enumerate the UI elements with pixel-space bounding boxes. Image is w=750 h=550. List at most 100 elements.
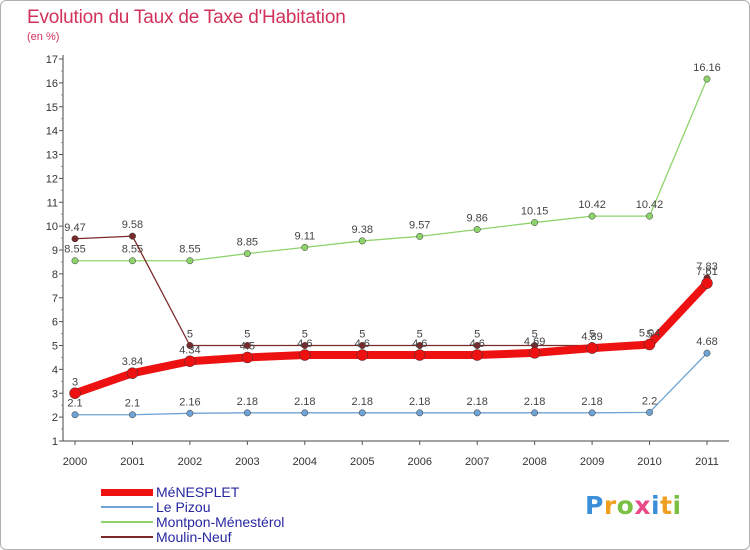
legend-label-le-pizou: Le Pizou <box>156 499 211 515</box>
data-point-montpon-m-nest-rol <box>703 75 711 83</box>
data-label-m-nesplet: 4.6 <box>470 338 485 350</box>
data-point-le-pizou <box>71 411 79 419</box>
data-label-m-nesplet: 4.5 <box>240 340 255 352</box>
y-tick-label: 7 <box>52 293 58 305</box>
data-label-moulin-neuf: 5 <box>302 329 308 341</box>
y-tick-label: 6 <box>52 317 58 329</box>
y-tick-label: 8 <box>52 269 58 281</box>
proxiti-logo[interactable]: Proxiti <box>585 491 682 520</box>
data-label-moulin-neuf: 5 <box>532 329 538 341</box>
data-point-m-nesplet <box>471 349 483 361</box>
data-label-montpon-m-nest-rol: 10.15 <box>521 206 549 218</box>
y-tick-label: 11 <box>47 197 58 209</box>
data-label-le-pizou: 2.18 <box>237 396 258 408</box>
data-label-m-nesplet: 4.6 <box>297 338 312 350</box>
legend-swatch-le-pizou <box>101 506 153 508</box>
y-tick-label: 14 <box>46 126 58 138</box>
data-label-montpon-m-nest-rol: 10.42 <box>578 199 606 211</box>
series-line-montpon-m-nest-rol <box>74 78 708 262</box>
x-tick-label: 2001 <box>120 456 144 468</box>
data-label-moulin-neuf: 9.47 <box>64 222 85 234</box>
data-label-le-pizou: 4.68 <box>696 336 717 348</box>
logo-letter: i <box>651 491 661 520</box>
chart-subtitle: (en %) <box>27 31 60 43</box>
y-tick-label: 16 <box>46 78 58 90</box>
data-label-moulin-neuf: 5 <box>474 329 480 341</box>
data-point-m-nesplet <box>701 277 713 289</box>
data-point-m-nesplet <box>586 342 598 354</box>
data-label-moulin-neuf: 5 <box>589 329 595 341</box>
data-point-moulin-neuf <box>243 342 251 349</box>
x-tick-label: 2006 <box>407 456 431 468</box>
data-point-le-pizou <box>703 349 711 357</box>
series-line-moulin-neuf <box>74 235 708 347</box>
x-tick-label: 2004 <box>293 456 317 468</box>
legend-swatch-menesplet <box>101 489 153 496</box>
logo-letter: t <box>660 491 673 520</box>
x-tick-label: 2002 <box>178 456 202 468</box>
data-point-le-pizou <box>473 409 481 417</box>
x-tick-label: 2007 <box>465 456 489 468</box>
legend-item-menesplet[interactable]: MéNESPLET <box>101 485 361 500</box>
data-point-m-nesplet <box>413 349 426 361</box>
chart-legend: MéNESPLET Le Pizou Montpon-Ménestérol Mo… <box>101 485 361 545</box>
data-point-moulin-neuf <box>301 342 309 349</box>
data-point-montpon-m-nest-rol <box>129 257 136 265</box>
data-label-moulin-neuf: 5 <box>187 329 193 341</box>
logo-letter: o <box>616 491 635 520</box>
x-tick-label: 2003 <box>235 456 259 468</box>
data-label-le-pizou: 2.1 <box>125 398 140 410</box>
data-label-le-pizou: 2.2 <box>642 395 657 407</box>
data-point-montpon-m-nest-rol <box>416 232 424 240</box>
y-tick-label: 13 <box>46 150 58 162</box>
data-point-moulin-neuf <box>358 342 366 349</box>
data-point-montpon-m-nest-rol <box>186 257 194 265</box>
data-point-montpon-m-nest-rol <box>531 219 539 226</box>
y-tick-label: 3 <box>52 388 58 400</box>
y-tick-label: 5 <box>52 341 58 353</box>
data-label-moulin-neuf: 7.83 <box>696 261 717 273</box>
data-label-montpon-m-nest-rol: 9.86 <box>466 212 487 224</box>
data-label-m-nesplet: 4.69 <box>524 336 545 348</box>
y-tick-label: 15 <box>46 102 58 114</box>
data-point-m-nesplet <box>528 347 541 359</box>
data-label-le-pizou: 2.16 <box>179 396 200 408</box>
data-point-m-nesplet <box>356 349 369 361</box>
data-label-moulin-neuf: 9.58 <box>122 219 143 231</box>
x-tick-label: 2000 <box>63 456 87 468</box>
data-label-m-nesplet: 5.04 <box>639 328 660 340</box>
y-tick-label: 10 <box>46 221 58 233</box>
data-label-le-pizou: 2.1 <box>67 398 82 410</box>
legend-item-montpon[interactable]: Montpon-Ménestérol <box>101 515 361 530</box>
logo-letter: x <box>634 491 651 520</box>
data-point-m-nesplet <box>643 338 656 351</box>
data-point-moulin-neuf <box>473 342 481 349</box>
data-label-le-pizou: 2.18 <box>581 396 602 408</box>
data-label-le-pizou: 2.18 <box>466 396 487 408</box>
data-label-montpon-m-nest-rol: 16.16 <box>693 62 721 74</box>
data-point-m-nesplet <box>241 351 254 364</box>
data-point-m-nesplet <box>299 349 311 361</box>
x-tick-label: 2008 <box>522 456 546 468</box>
data-point-montpon-m-nest-rol <box>473 226 481 233</box>
data-point-moulin-neuf <box>186 342 194 349</box>
data-label-montpon-m-nest-rol: 8.55 <box>64 244 85 256</box>
series-line-le-pizou <box>74 352 708 416</box>
data-point-montpon-m-nest-rol <box>588 212 596 220</box>
y-tick-label: 2 <box>52 412 58 424</box>
legend-item-moulin-neuf[interactable]: Moulin-Neuf <box>101 530 361 545</box>
data-point-le-pizou <box>416 409 424 417</box>
data-label-m-nesplet: 7.61 <box>696 266 717 278</box>
data-point-le-pizou <box>588 409 596 417</box>
data-label-le-pizou: 2.18 <box>294 396 315 408</box>
data-label-le-pizou: 2.18 <box>352 396 373 408</box>
data-point-le-pizou <box>186 409 194 417</box>
legend-swatch-montpon <box>101 521 153 523</box>
data-point-montpon-m-nest-rol <box>358 237 366 245</box>
data-point-moulin-neuf <box>129 232 136 240</box>
y-tick-label: 4 <box>52 364 58 376</box>
legend-item-le-pizou[interactable]: Le Pizou <box>101 500 361 515</box>
logo-letter: r <box>603 491 617 520</box>
y-tick-label: 12 <box>46 173 58 185</box>
legend-label-moulin-neuf: Moulin-Neuf <box>156 529 232 545</box>
